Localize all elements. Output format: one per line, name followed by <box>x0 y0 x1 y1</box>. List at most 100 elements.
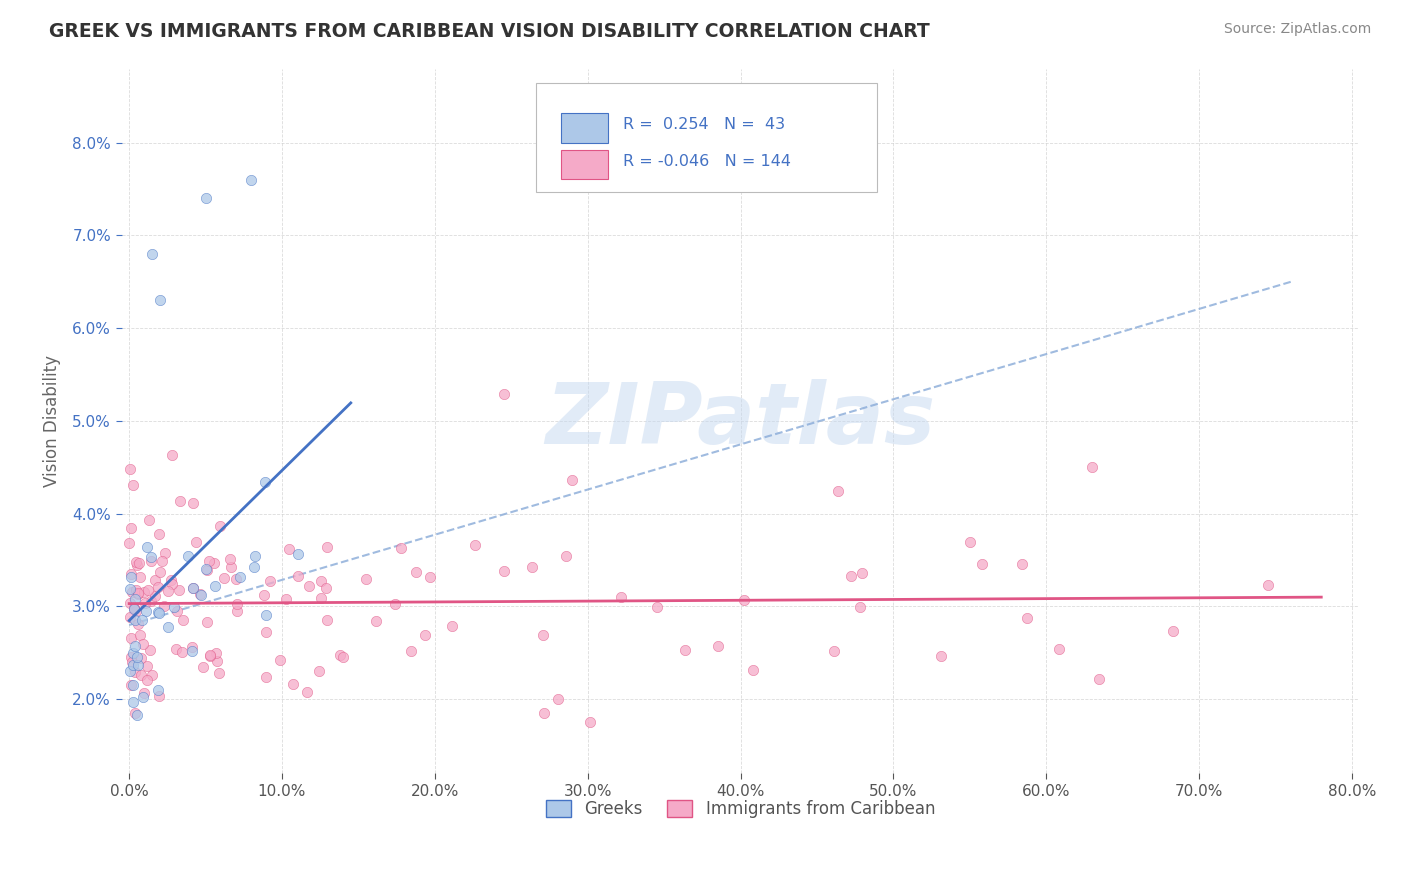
Point <box>547 691 569 706</box>
Point <box>259 574 281 588</box>
Point <box>269 652 291 666</box>
Point <box>129 668 152 682</box>
Point <box>520 559 543 574</box>
Point <box>136 540 159 554</box>
Point <box>205 646 228 660</box>
Point <box>190 588 212 602</box>
Point <box>173 614 195 628</box>
Text: R =  0.254   N =  43: R = 0.254 N = 43 <box>623 118 785 132</box>
Point <box>136 658 159 673</box>
Point <box>169 494 191 508</box>
Point <box>165 641 187 656</box>
Point <box>134 596 156 610</box>
Point <box>188 587 211 601</box>
Point <box>332 650 354 665</box>
Point <box>157 584 180 599</box>
Point <box>156 620 179 634</box>
Point <box>125 707 148 722</box>
Point <box>399 644 422 658</box>
Point <box>970 558 993 572</box>
Point <box>647 600 669 615</box>
Point <box>139 643 162 657</box>
Text: ZIPatlas: ZIPatlas <box>546 379 935 462</box>
Point <box>118 610 141 624</box>
Point <box>226 597 249 611</box>
Point <box>555 549 578 563</box>
Point <box>124 601 146 615</box>
Point <box>122 658 145 673</box>
Point <box>315 581 337 595</box>
Point <box>148 689 170 703</box>
Point <box>209 519 232 533</box>
Point <box>160 576 183 591</box>
Point <box>197 554 219 568</box>
Point <box>733 592 755 607</box>
Point <box>141 668 163 682</box>
Point <box>531 628 554 642</box>
Point <box>125 558 148 572</box>
Point <box>707 640 730 654</box>
Point <box>191 659 214 673</box>
Point <box>118 536 141 550</box>
Point <box>120 596 142 610</box>
Point <box>287 569 309 583</box>
Text: R = -0.046   N = 144: R = -0.046 N = 144 <box>623 154 792 169</box>
Point <box>139 594 162 608</box>
Point <box>121 566 143 581</box>
Point <box>170 645 193 659</box>
Point <box>561 474 583 488</box>
Point <box>253 475 276 489</box>
Point <box>494 387 516 401</box>
Point <box>127 587 149 601</box>
Point <box>309 591 332 605</box>
Point <box>121 585 143 599</box>
Point <box>533 706 555 720</box>
Point <box>122 601 145 615</box>
Point <box>195 563 218 577</box>
Point <box>839 568 862 582</box>
Point <box>824 643 846 657</box>
Point <box>132 585 155 599</box>
Point <box>204 556 226 570</box>
Point <box>152 554 174 568</box>
Point <box>127 650 149 665</box>
Point <box>316 541 339 555</box>
Point <box>243 549 266 563</box>
Point <box>225 572 247 586</box>
Point <box>287 547 309 561</box>
FancyBboxPatch shape <box>561 113 607 143</box>
Point <box>1081 460 1104 475</box>
Point <box>1161 624 1184 639</box>
Point <box>180 640 202 654</box>
Point <box>204 579 226 593</box>
Point <box>118 664 141 678</box>
Point <box>1011 557 1033 571</box>
Point <box>143 574 166 588</box>
Point <box>316 613 339 627</box>
Point <box>1047 642 1070 657</box>
Point <box>228 570 250 584</box>
Point <box>1017 611 1039 625</box>
Point <box>610 591 633 605</box>
Point <box>166 604 188 618</box>
FancyBboxPatch shape <box>536 83 877 192</box>
Point <box>135 604 157 618</box>
Point <box>127 585 149 599</box>
Point <box>138 513 160 527</box>
Point <box>125 582 148 597</box>
Point <box>124 592 146 607</box>
Point <box>120 462 142 476</box>
Point <box>163 600 186 615</box>
Point <box>127 617 149 632</box>
Point <box>181 581 204 595</box>
Point <box>281 677 304 691</box>
Point <box>849 600 872 615</box>
Point <box>148 527 170 541</box>
Point <box>181 581 204 595</box>
Point <box>205 654 228 668</box>
Point <box>146 580 169 594</box>
Point <box>160 574 183 588</box>
Text: GREEK VS IMMIGRANTS FROM CARIBBEAN VISION DISABILITY CORRELATION CHART: GREEK VS IMMIGRANTS FROM CARIBBEAN VISIO… <box>49 22 929 41</box>
Point <box>153 546 176 560</box>
Point <box>200 649 222 664</box>
